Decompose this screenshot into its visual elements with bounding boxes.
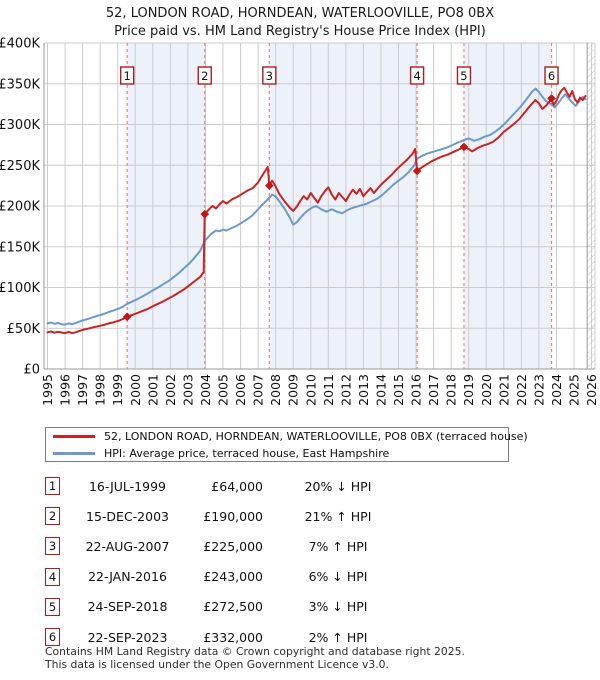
footer-line-1: Contains HM Land Registry data © Crown c…	[45, 645, 465, 658]
svg-text:£400K: £400K	[0, 37, 40, 52]
row-number-badge: 5	[45, 597, 60, 616]
svg-text:£200K: £200K	[0, 200, 40, 215]
svg-text:2006: 2006	[233, 374, 248, 406]
svg-text:2: 2	[201, 69, 208, 83]
sale-date: 22-SEP-2023	[87, 629, 168, 645]
sale-price: £225,000	[203, 538, 263, 554]
sale-price: £64,000	[211, 478, 263, 494]
sale-date: 16-JUL-1999	[88, 478, 166, 494]
table-row: 2 15-DEC-2003 £190,000 21% ↑ HPI	[45, 501, 425, 531]
price-history-chart: 1 2 3 4 5 6 £0 £50K £100K £150K £200K £250K £300K £35…	[0, 37, 599, 406]
svg-text:2008: 2008	[268, 374, 283, 406]
svg-text:2004: 2004	[198, 374, 213, 406]
sale-vs-hpi: 6% ↓ HPI	[308, 569, 368, 585]
svg-text:2011: 2011	[321, 374, 336, 406]
svg-text:2017: 2017	[426, 374, 441, 406]
svg-text:2015: 2015	[391, 374, 406, 406]
property-line-swatch	[53, 434, 95, 438]
row-number-badge: 1	[45, 477, 60, 496]
svg-text:1996: 1996	[58, 374, 73, 406]
svg-text:1997: 1997	[75, 374, 90, 406]
svg-text:2005: 2005	[216, 374, 231, 406]
svg-text:2001: 2001	[145, 374, 160, 406]
svg-text:5: 5	[460, 69, 467, 83]
sale-vs-hpi: 2% ↑ HPI	[308, 629, 368, 645]
svg-text:£300K: £300K	[0, 118, 40, 133]
svg-text:£100K: £100K	[0, 281, 40, 296]
svg-text:4: 4	[413, 69, 420, 83]
svg-text:2013: 2013	[356, 374, 371, 406]
sale-price: £190,000	[203, 508, 263, 524]
table-row: 6 22-SEP-2023 £332,000 2% ↑ HPI	[45, 622, 425, 652]
svg-text:2025: 2025	[567, 374, 582, 406]
chart-title-line-1: 52, LONDON ROAD, HORNDEAN, WATERLOOVILLE…	[105, 6, 495, 21]
svg-text:2026: 2026	[584, 374, 599, 406]
svg-text:£50K: £50K	[7, 322, 41, 337]
hpi-line-swatch	[53, 451, 95, 455]
svg-text:£0: £0	[23, 363, 40, 378]
legend-item-hpi: HPI: Average price, terraced house, East…	[46, 445, 508, 461]
sale-vs-hpi: 21% ↑ HPI	[304, 508, 372, 524]
legend-item-property: 52, LONDON ROAD, HORNDEAN, WATERLOOVILLE…	[46, 428, 528, 444]
svg-text:2007: 2007	[251, 374, 266, 406]
svg-text:2000: 2000	[128, 374, 143, 406]
svg-text:2021: 2021	[496, 374, 511, 406]
sale-date: 22-JAN-2016	[88, 569, 167, 585]
svg-text:£350K: £350K	[0, 77, 40, 92]
svg-text:2014: 2014	[373, 374, 388, 406]
svg-text:6: 6	[548, 69, 555, 83]
row-number-badge: 3	[45, 537, 60, 556]
svg-text:1999: 1999	[110, 374, 125, 406]
svg-text:2018: 2018	[444, 374, 459, 406]
table-row: 3 22-AUG-2007 £225,000 7% ↑ HPI	[45, 531, 425, 561]
svg-text:2023: 2023	[531, 374, 546, 406]
table-row: 5 24-SEP-2018 £272,500 3% ↓ HPI	[45, 592, 425, 622]
legend-label-property: 52, LONDON ROAD, HORNDEAN, WATERLOOVILLE…	[104, 429, 528, 443]
sale-date: 24-SEP-2018	[87, 599, 168, 615]
svg-text:1995: 1995	[40, 374, 55, 406]
svg-text:3: 3	[266, 69, 273, 83]
table-row: 1 16-JUL-1999 £64,000 20% ↓ HPI	[45, 471, 425, 501]
svg-text:2020: 2020	[479, 374, 494, 406]
row-number-badge: 2	[45, 507, 60, 526]
sale-vs-hpi: 7% ↑ HPI	[308, 538, 368, 554]
svg-text:2010: 2010	[303, 374, 318, 406]
svg-text:1998: 1998	[93, 374, 108, 406]
svg-text:2012: 2012	[338, 374, 353, 406]
row-number-badge: 4	[45, 567, 60, 586]
svg-text:2024: 2024	[549, 374, 564, 406]
sales-table: 1 16-JUL-1999 £64,000 20% ↓ HPI 2 15-DEC…	[45, 471, 425, 652]
row-number-badge: 6	[45, 628, 60, 647]
sale-price: £272,500	[203, 599, 263, 615]
sale-date: 22-AUG-2007	[85, 538, 170, 554]
license-footer: Contains HM Land Registry data © Crown c…	[45, 645, 465, 671]
table-row: 4 22-JAN-2016 £243,000 6% ↓ HPI	[45, 562, 425, 592]
svg-text:1: 1	[124, 69, 131, 83]
svg-text:2022: 2022	[514, 374, 529, 406]
svg-text:2002: 2002	[163, 374, 178, 406]
sale-price: £243,000	[203, 569, 263, 585]
sale-date: 15-DEC-2003	[86, 508, 169, 524]
svg-text:£250K: £250K	[0, 159, 40, 174]
footer-line-2: This data is licensed under the Open Gov…	[45, 657, 389, 671]
sale-vs-hpi: 3% ↓ HPI	[308, 599, 368, 615]
svg-text:£150K: £150K	[0, 240, 40, 255]
svg-text:2019: 2019	[461, 374, 476, 406]
sale-vs-hpi: 20% ↓ HPI	[304, 478, 372, 494]
svg-text:2003: 2003	[180, 374, 195, 406]
legend-label-hpi: HPI: Average price, terraced house, East…	[104, 446, 390, 460]
chart-title-line-2: Price paid vs. HM Land Registry's House …	[114, 24, 486, 39]
svg-text:2016: 2016	[409, 374, 424, 406]
sale-price: £332,000	[203, 629, 263, 645]
svg-text:2009: 2009	[286, 374, 301, 406]
chart-legend: 52, LONDON ROAD, HORNDEAN, WATERLOOVILLE…	[45, 427, 528, 462]
